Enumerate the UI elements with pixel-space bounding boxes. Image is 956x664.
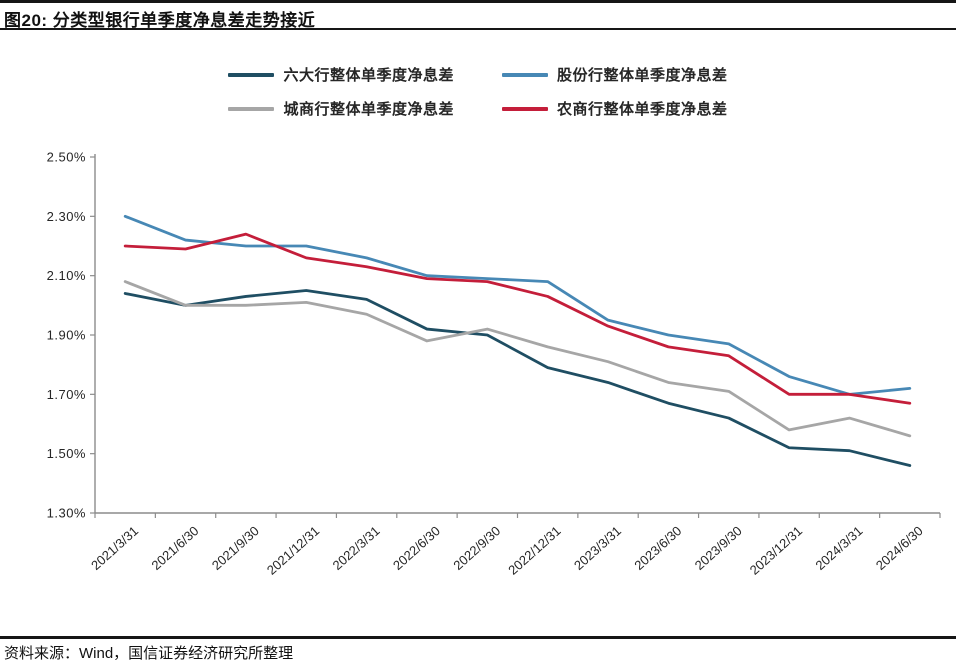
source-note: 资料来源：Wind，国信证券经济研究所整理 — [4, 645, 294, 662]
series-line-1 — [123, 214, 912, 396]
y-axis-label: 2.50% — [47, 150, 86, 165]
x-axis-label: 2021/9/30 — [209, 523, 262, 573]
figure-title: 图20: 分类型银行单季度净息差走势接近 — [4, 11, 316, 30]
y-axis-label: 1.50% — [47, 446, 86, 461]
footer-divider — [0, 636, 956, 639]
series-line-0 — [123, 289, 912, 467]
x-axis-label: 2022/6/30 — [390, 523, 443, 573]
title-divider — [0, 28, 956, 30]
legend-swatch-city — [228, 106, 275, 111]
legend-swatch-rural — [502, 106, 548, 111]
legend-item-big6-banks: 六大行整体单季度净息差 — [228, 64, 454, 85]
y-axis-label: 2.10% — [47, 268, 86, 283]
top-divider — [0, 0, 956, 3]
legend-row-2: 城商行整体单季度净息差 农商行整体单季度净息差 — [228, 98, 727, 119]
legend-swatch-big6 — [228, 72, 275, 77]
y-axis-label: 2.30% — [47, 209, 86, 224]
series-line-3 — [123, 232, 912, 405]
legend-label-rural: 农商行整体单季度净息差 — [557, 101, 728, 118]
x-axis-label: 2022/3/31 — [330, 523, 383, 573]
x-axis-label: 2021/6/30 — [149, 523, 202, 573]
x-axis-label: 2022/9/30 — [450, 523, 503, 573]
x-axis-label: 2023/6/30 — [631, 523, 684, 573]
legend-label-city: 城商行整体单季度净息差 — [283, 101, 454, 118]
legend-row-1: 六大行整体单季度净息差 股份行整体单季度净息差 — [228, 64, 727, 85]
x-axis-label: 2024/6/30 — [873, 523, 926, 573]
y-axis-label: 1.30% — [47, 506, 86, 521]
legend-swatch-jointstock — [502, 72, 548, 77]
x-axis-label: 2023/9/30 — [692, 523, 745, 573]
y-axis-label: 1.70% — [47, 387, 86, 402]
legend-label-big6: 六大行整体单季度净息差 — [283, 67, 454, 84]
series-line-2 — [123, 280, 912, 438]
legend-label-jointstock: 股份行整体单季度净息差 — [557, 67, 728, 84]
x-axis-label: 2021/3/31 — [88, 523, 141, 573]
y-axis-label: 1.90% — [47, 328, 86, 343]
x-axis-label: 2024/3/31 — [812, 523, 865, 573]
chart-legend: 六大行整体单季度净息差 股份行整体单季度净息差 城商行整体单季度净息差 农商行整… — [0, 64, 956, 119]
legend-item-rural-banks: 农商行整体单季度净息差 — [502, 98, 728, 119]
x-axis-label: 2022/12/31 — [505, 523, 563, 578]
legend-item-jointstock-banks: 股份行整体单季度净息差 — [502, 64, 728, 85]
x-axis-label: 2023/12/31 — [747, 523, 805, 578]
x-axis-label: 2021/12/31 — [264, 523, 322, 578]
x-axis-label: 2023/3/31 — [571, 523, 624, 573]
legend-item-city-banks: 城商行整体单季度净息差 — [228, 98, 454, 119]
